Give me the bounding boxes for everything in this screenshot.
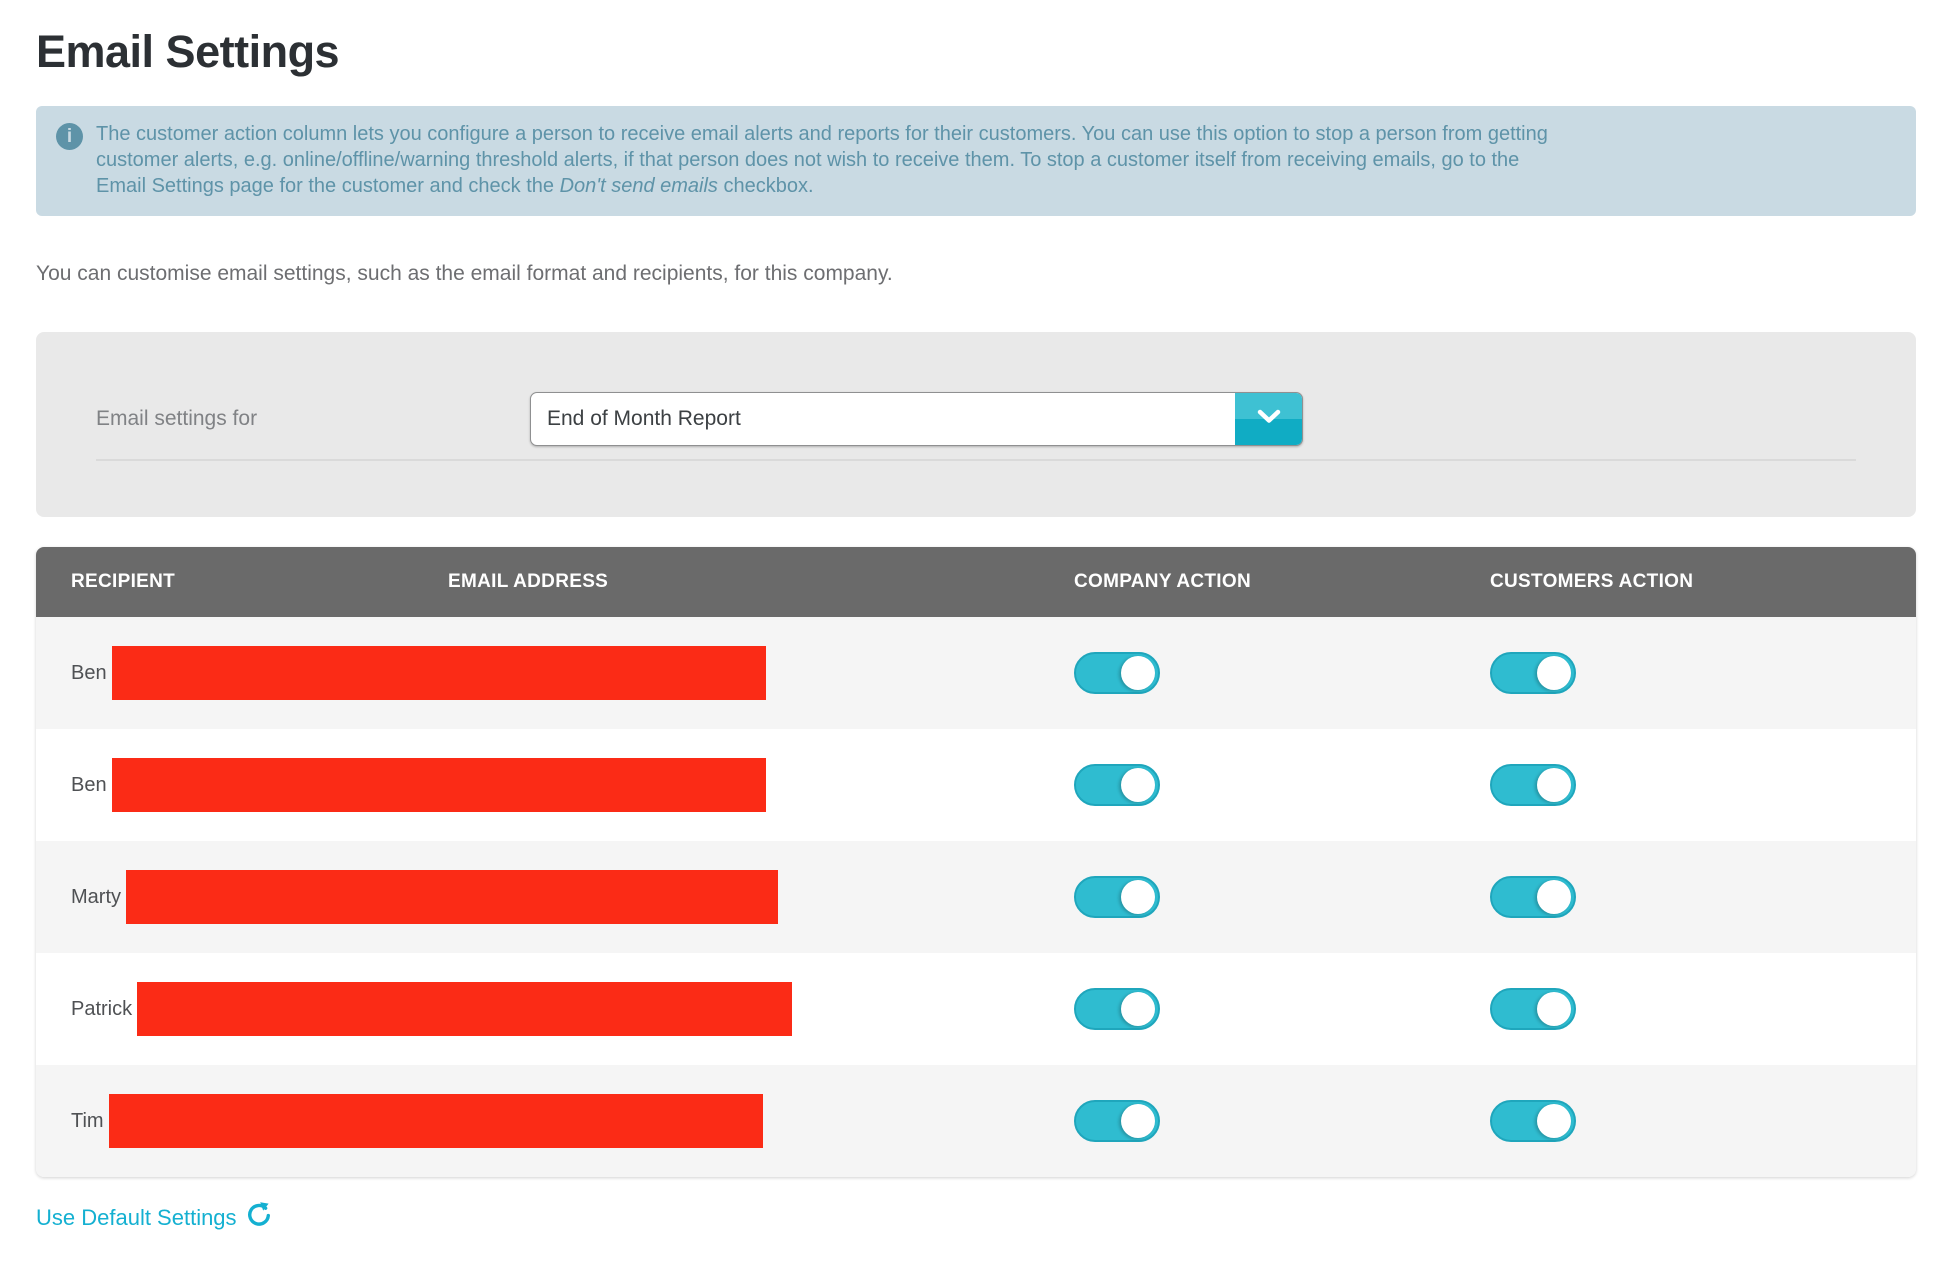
intro-text: You can customise email settings, such a… [36, 262, 893, 285]
column-header-company-action: COMPANY ACTION [1074, 571, 1251, 592]
panel-divider [96, 459, 1856, 461]
recipient-cell: Tim [36, 1094, 1074, 1148]
redacted-email-bar [137, 982, 793, 1036]
toggle-knob [1537, 992, 1571, 1026]
customers-action-cell [1490, 876, 1916, 918]
table-row: Ben [36, 617, 1916, 729]
info-banner-text-main: The customer action column lets you conf… [96, 123, 1548, 197]
recipient-name: Tim [71, 1109, 104, 1132]
toggle-knob [1121, 768, 1155, 802]
column-header-customers-action: CUSTOMERS ACTION [1490, 571, 1694, 592]
customers-action-toggle[interactable] [1490, 1100, 1576, 1142]
company-action-toggle[interactable] [1074, 876, 1160, 918]
table-row: Marty [36, 841, 1916, 953]
table-row: Tim [36, 1065, 1916, 1177]
toggle-knob [1121, 656, 1155, 690]
recipient-name: Ben [71, 661, 107, 684]
info-banner-text: The customer action column lets you conf… [96, 121, 1566, 199]
table-row: Ben [36, 729, 1916, 841]
toggle-knob [1537, 656, 1571, 690]
company-action-cell [1074, 652, 1490, 694]
use-default-settings-label: Use Default Settings [36, 1205, 237, 1230]
company-action-cell [1074, 988, 1490, 1030]
customers-action-cell [1490, 1100, 1916, 1142]
company-action-toggle[interactable] [1074, 764, 1160, 806]
table-header-row: RECIPIENT EMAIL ADDRESS COMPANY ACTION C… [36, 547, 1916, 617]
recipient-cell: Ben [36, 758, 1074, 812]
toggle-knob [1537, 1104, 1571, 1138]
company-action-cell [1074, 876, 1490, 918]
company-action-cell [1074, 1100, 1490, 1142]
report-select-value: End of Month Report [547, 407, 741, 430]
column-header-email-address: EMAIL ADDRESS [448, 571, 609, 592]
company-action-toggle[interactable] [1074, 1100, 1160, 1142]
company-action-cell [1074, 764, 1490, 806]
email-settings-for-label: Email settings for [96, 407, 258, 430]
customers-action-cell [1490, 652, 1916, 694]
redacted-email-bar [111, 758, 766, 812]
toggle-knob [1121, 880, 1155, 914]
chevron-down-icon [1257, 409, 1281, 429]
info-circle-icon: i [56, 123, 83, 150]
recipient-name: Marty [71, 885, 121, 908]
customers-action-cell [1490, 764, 1916, 806]
customers-action-toggle[interactable] [1490, 764, 1576, 806]
recipient-name: Ben [71, 773, 107, 796]
toggle-knob [1537, 768, 1571, 802]
customers-action-toggle[interactable] [1490, 876, 1576, 918]
refresh-icon [246, 1201, 272, 1235]
customers-action-toggle[interactable] [1490, 988, 1576, 1030]
company-action-toggle[interactable] [1074, 988, 1160, 1030]
recipients-table: RECIPIENT EMAIL ADDRESS COMPANY ACTION C… [36, 547, 1916, 1177]
redacted-email-bar [126, 870, 778, 924]
customers-action-cell [1490, 988, 1916, 1030]
settings-panel: Email settings for End of Month Report [36, 332, 1916, 517]
info-banner-text-italic: Don't send emails [559, 175, 718, 197]
settings-panel-row: Email settings for End of Month Report [96, 332, 1856, 446]
recipient-cell: Ben [36, 646, 1074, 700]
page-title: Email Settings [36, 26, 340, 77]
recipient-cell: Patrick [36, 982, 1074, 1036]
info-banner-text-end: checkbox. [717, 175, 814, 197]
recipient-name: Patrick [71, 997, 133, 1020]
report-select-dropdown-button[interactable] [1235, 393, 1302, 445]
redacted-email-bar [111, 646, 766, 700]
table-row: Patrick [36, 953, 1916, 1065]
report-select[interactable]: End of Month Report [530, 392, 1303, 446]
use-default-settings-link[interactable]: Use Default Settings [36, 1201, 272, 1235]
column-header-recipient: RECIPIENT [71, 571, 176, 592]
customers-action-toggle[interactable] [1490, 652, 1576, 694]
info-banner: i The customer action column lets you co… [36, 106, 1916, 216]
email-settings-page: Email Settings i The customer action col… [36, 26, 1916, 1235]
toggle-knob [1121, 1104, 1155, 1138]
company-action-toggle[interactable] [1074, 652, 1160, 694]
redacted-email-bar [108, 1094, 763, 1148]
toggle-knob [1121, 992, 1155, 1026]
toggle-knob [1537, 880, 1571, 914]
recipient-cell: Marty [36, 870, 1074, 924]
